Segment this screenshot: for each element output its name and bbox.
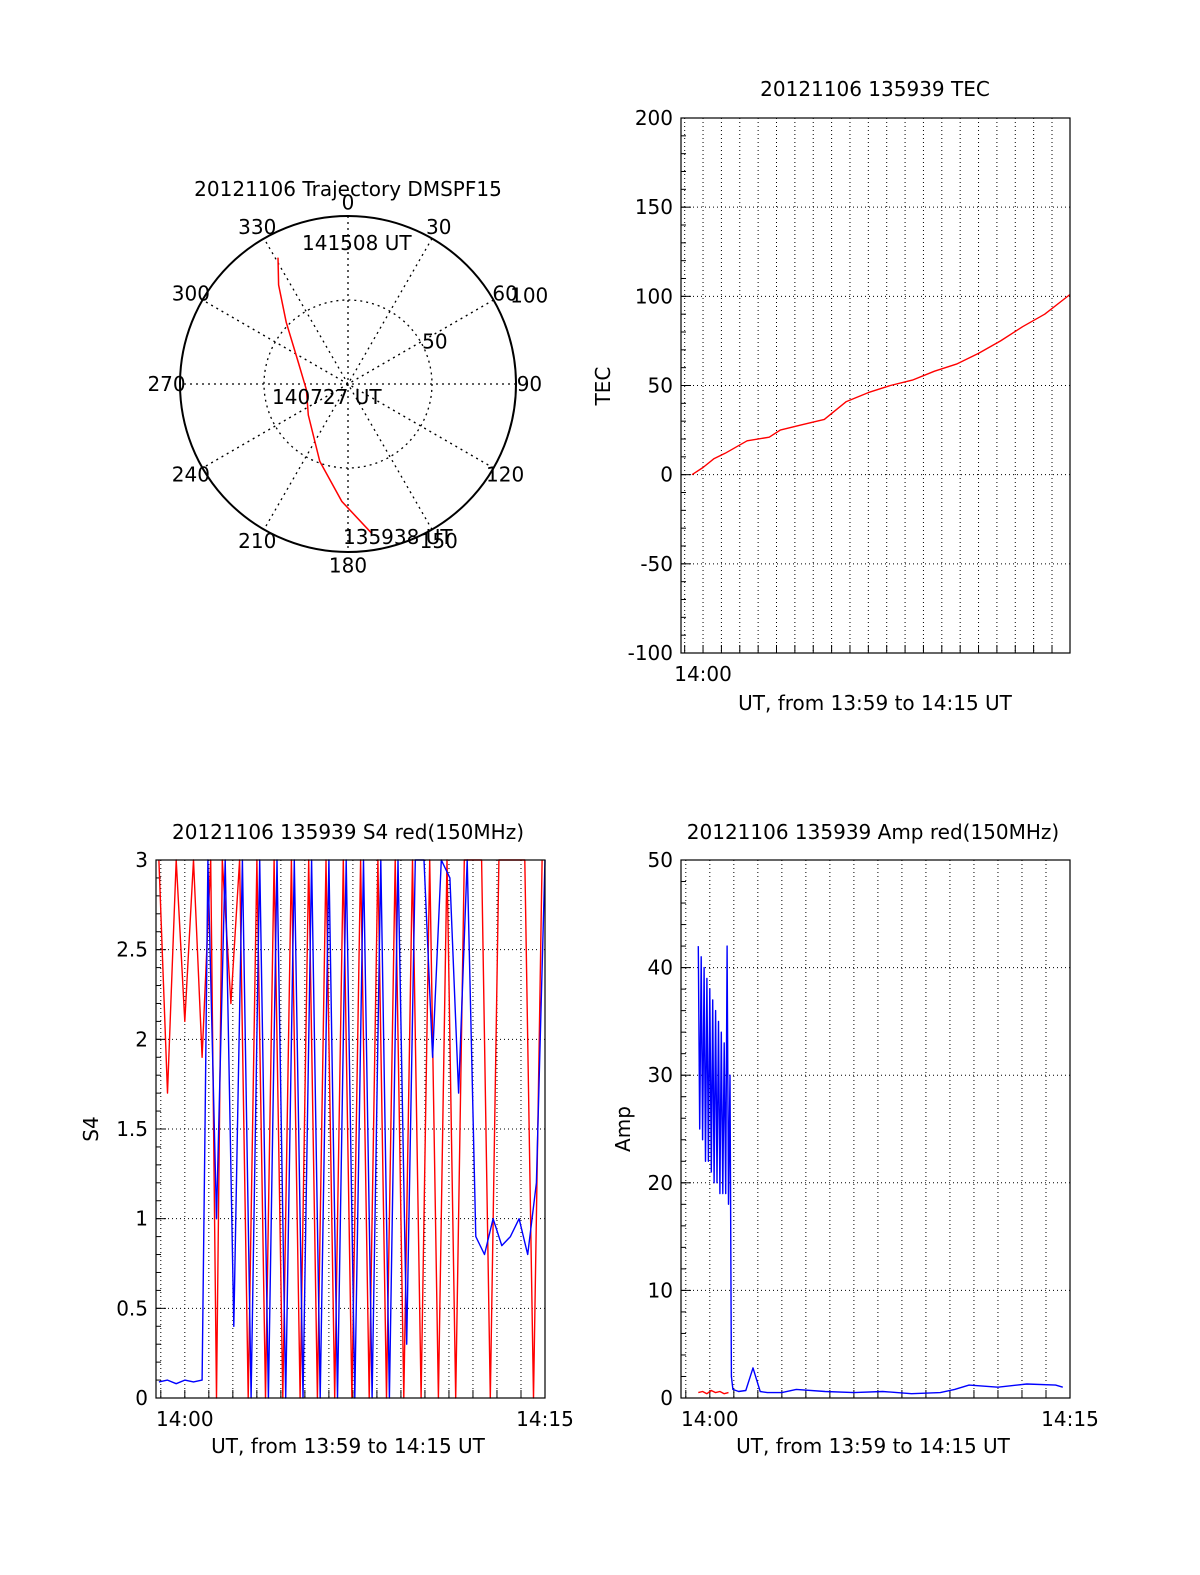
tec-xlabel: UT, from 13:59 to 14:15 UT bbox=[738, 691, 1013, 715]
tec-y-tick-label: 200 bbox=[635, 106, 673, 130]
trajectory-angle-tick: 0 bbox=[342, 191, 355, 215]
amp-x-tick-label: 14:00 bbox=[681, 1407, 739, 1431]
amp-xlabel: UT, from 13:59 to 14:15 UT bbox=[736, 1434, 1011, 1458]
tec-y-ticks: -100 -50 0 50 100 150 200 bbox=[628, 106, 691, 665]
amp-y-tick-label: 10 bbox=[648, 1278, 673, 1302]
trajectory-angle-tick: 330 bbox=[238, 215, 276, 239]
trajectory-angle-tick: 30 bbox=[426, 215, 451, 239]
trajectory-angle-tick: 60 bbox=[492, 281, 517, 305]
trajectory-title: 20121106 Trajectory DMSPF15 bbox=[194, 177, 502, 201]
amp-x-ticks: 14:00 14:15 bbox=[681, 1390, 1099, 1431]
s4-xlabel: UT, from 13:59 to 14:15 UT bbox=[211, 1434, 486, 1458]
amp-y-tick-label: 0 bbox=[660, 1386, 673, 1410]
trajectory-angle-tick: 240 bbox=[172, 463, 210, 487]
s4-x-ticks: 14:00 14:15 bbox=[156, 1390, 574, 1431]
tec-y-tick-label: 50 bbox=[648, 374, 673, 398]
s4-y-tick-label: 1 bbox=[135, 1207, 148, 1231]
tec-series-line-0 bbox=[691, 293, 1071, 476]
trajectory-angle-tick: 300 bbox=[172, 281, 210, 305]
tec-plot-frame bbox=[680, 117, 1071, 654]
tec-y-tick-label: 0 bbox=[660, 463, 673, 487]
tec-title: 20121106 135939 TEC bbox=[760, 77, 990, 101]
trajectory-angle-tick: 120 bbox=[486, 463, 524, 487]
amp-y-tick-label: 50 bbox=[648, 848, 673, 872]
trajectory-path bbox=[277, 257, 373, 534]
tec-panel: 20121106 135939 TEC -100-50050100150200 … bbox=[591, 77, 1071, 715]
s4-plot-frame bbox=[155, 859, 546, 1399]
s4-x-tick-label: 14:15 bbox=[516, 1407, 574, 1431]
s4-ylabel: S4 bbox=[79, 1116, 103, 1141]
trajectory-grid bbox=[179, 215, 517, 553]
tec-x-tick-label: 14:00 bbox=[674, 662, 732, 686]
amp-series-line-1 bbox=[698, 1389, 729, 1395]
tec-ylabel: TEC bbox=[591, 367, 615, 407]
trajectory-spoke bbox=[263, 238, 433, 530]
trajectory-radius-labels: 50 100 bbox=[422, 284, 548, 354]
trajectory-angle-tick: 210 bbox=[238, 529, 276, 553]
trajectory-angle-tick: 270 bbox=[147, 372, 185, 396]
amp-y-tick-label: 30 bbox=[648, 1063, 673, 1087]
tec-y-tick-label: 100 bbox=[635, 284, 673, 308]
amp-x-tick-label: 14:15 bbox=[1041, 1407, 1099, 1431]
trajectory-angle-tick: 180 bbox=[329, 553, 367, 577]
tec-y-tick-label: -100 bbox=[628, 641, 673, 665]
s4-y-tick-label: 2.5 bbox=[116, 938, 148, 962]
trajectory-radius-label: 50 bbox=[422, 330, 447, 354]
s4-y-tick-label: 3 bbox=[135, 848, 148, 872]
tec-y-tick-label: -50 bbox=[640, 552, 673, 576]
trajectory-angle-tick: 90 bbox=[517, 372, 542, 396]
trajectory-radius-label: 100 bbox=[510, 284, 548, 308]
trajectory-annotation-mid: 140727 UT bbox=[272, 385, 382, 409]
amp-series-line-0 bbox=[697, 945, 1063, 1395]
tec-grid bbox=[681, 117, 1070, 654]
trajectory-annotation-end: 141508 UT bbox=[302, 231, 412, 255]
trajectory-annotation-start: 135938 UT bbox=[343, 525, 453, 549]
tec-y-tick-label: 150 bbox=[635, 195, 673, 219]
s4-x-tick-label: 14:00 bbox=[156, 1407, 214, 1431]
amp-ylabel: Amp bbox=[611, 1106, 635, 1152]
amp-y-tick-label: 20 bbox=[648, 1171, 673, 1195]
amp-y-ticks: 0 10 20 30 40 50 bbox=[648, 848, 691, 1410]
trajectory-angle-tick: 150 bbox=[420, 529, 458, 553]
amp-y-tick-label: 40 bbox=[648, 956, 673, 980]
amp-panel: 20121106 135939 Amp red(150MHz) 0 10 20 30 4… bbox=[611, 820, 1099, 1458]
tec-series bbox=[691, 293, 1071, 476]
tec-x-ticks: 14:00 bbox=[674, 645, 1053, 686]
s4-y-tick-label: 0 bbox=[135, 1386, 148, 1410]
s4-title: 20121106 135939 S4 red(150MHz) bbox=[172, 820, 524, 844]
amp-grid bbox=[681, 859, 1071, 1399]
trajectory-angle-ticks: 0 30 60 90 120 150 180 210 240 270 300 330 bbox=[147, 191, 542, 578]
s4-y-tick-label: 0.5 bbox=[116, 1296, 148, 1320]
s4-y-ticks: 0 0.5 1 1.5 2 2.5 3 bbox=[116, 848, 166, 1410]
s4-y-tick-label: 1.5 bbox=[116, 1117, 148, 1141]
s4-panel: 20121106 135939 S4 red(150MHz) 0 0.5 1 1.5 2… bbox=[79, 820, 574, 1458]
amp-series bbox=[697, 945, 1063, 1395]
s4-y-tick-label: 2 bbox=[135, 1027, 148, 1051]
trajectory-panel: 20121106 Trajectory DMSPF15 0 30 60 90 120 15… bbox=[147, 177, 548, 577]
amp-title: 20121106 135939 Amp red(150MHz) bbox=[687, 820, 1059, 844]
trajectory-series bbox=[277, 257, 373, 534]
amp-plot-frame bbox=[680, 859, 1071, 1399]
